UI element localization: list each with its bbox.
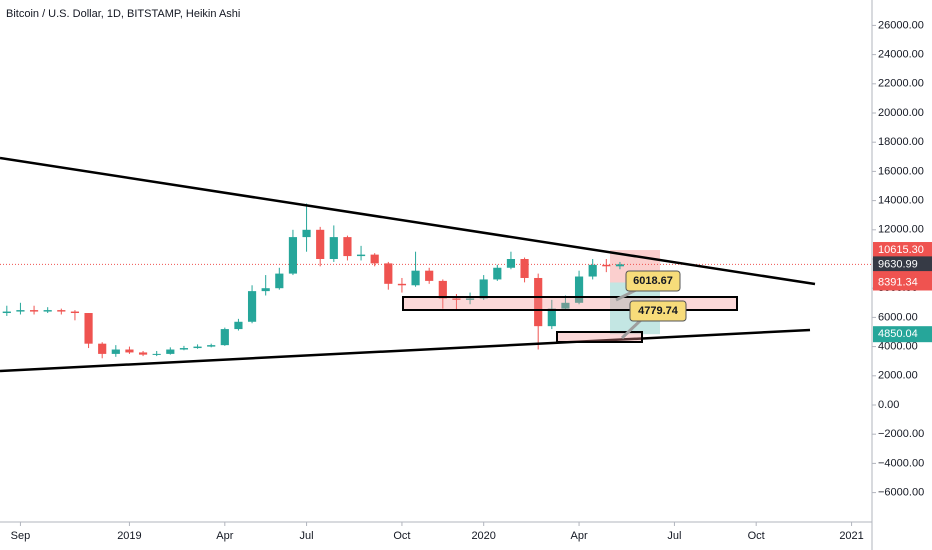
candle-body (207, 345, 216, 347)
candle-body (452, 298, 461, 300)
x-tick-label: 2019 (117, 530, 141, 542)
candle-body (574, 276, 584, 303)
candle-body (343, 237, 352, 257)
y-tick-label: 16000.00 (878, 165, 924, 177)
candle-body (98, 343, 107, 354)
trendline (0, 328, 811, 373)
candle-body (138, 352, 148, 355)
price-marker (873, 256, 932, 273)
callout-box (625, 270, 681, 292)
y-tick-label: 22000.00 (878, 78, 924, 90)
x-tick-label: Apr (571, 530, 588, 542)
candle-body (534, 277, 543, 327)
candle-body (615, 264, 625, 267)
candle-body (111, 349, 120, 354)
candle-body (166, 349, 175, 354)
candle-body (43, 310, 52, 312)
y-tick-label: 18000.00 (878, 136, 924, 148)
candle-body (465, 298, 475, 300)
candle-body (70, 311, 80, 314)
candle-body (438, 280, 447, 299)
candle-body (602, 264, 611, 267)
candle-body (588, 264, 597, 277)
axes: −6000.00 −4000.00 −2000.00 0.00 2000.00 4000.… (11, 19, 932, 542)
candle-body (247, 291, 257, 322)
price-marker-label: 8391.34 (878, 276, 918, 288)
y-tick-label: −2000.00 (878, 428, 924, 440)
candle-body (152, 353, 161, 355)
candle-body (384, 263, 393, 284)
price-marker (873, 274, 932, 291)
y-tick-label: 6000.00 (878, 311, 918, 323)
candle-body (356, 254, 366, 257)
y-tick-label: 0.00 (878, 399, 899, 411)
candle-body (125, 349, 134, 353)
x-tick-label: 2021 (839, 530, 863, 542)
x-tick-label: 2020 (471, 530, 495, 542)
candle-body (506, 258, 516, 268)
x-tick-label: Jul (667, 530, 681, 542)
candle-body (493, 267, 502, 280)
candle-body (411, 270, 420, 286)
x-tick-label: Oct (393, 530, 410, 542)
candle-body (179, 348, 189, 350)
x-tick-label: Oct (748, 530, 765, 542)
candle-body (261, 288, 270, 292)
zone-rect (556, 331, 643, 343)
price-marker-label: 9630.99 (878, 258, 918, 270)
y-tick-label: 26000.00 (878, 19, 924, 31)
y-tick-label: 2000.00 (878, 370, 918, 382)
candle-body (520, 258, 529, 278)
candle-body (425, 270, 434, 281)
candle-body (57, 310, 66, 312)
candle-body (275, 273, 284, 289)
candle-body (547, 308, 556, 327)
x-tick-label: Jul (300, 530, 314, 542)
y-tick-label: 14000.00 (878, 195, 924, 207)
price-marker-label: 10615.30 (878, 244, 924, 256)
candle-body (397, 283, 407, 286)
candle-body (316, 229, 325, 259)
chart-title: Bitcoin / U.S. Dollar, 1D, BITSTAMP, Hei… (6, 8, 240, 20)
callout-text: 6018.67 (633, 275, 673, 287)
candle-body (302, 229, 311, 238)
y-tick-label: 12000.00 (878, 224, 924, 236)
candle-body (193, 346, 202, 349)
candle-body (370, 254, 379, 264)
y-tick-label: −6000.00 (878, 487, 924, 499)
candle-body (2, 311, 11, 314)
candle-body (288, 237, 298, 274)
y-tick-label: 24000.00 (878, 49, 924, 61)
trendline (0, 156, 816, 286)
candle-body (479, 279, 488, 299)
callout-text: 4779.74 (638, 305, 679, 317)
candle-body (220, 329, 229, 346)
price-marker-label: 4850.04 (878, 328, 918, 340)
y-tick-label: −4000.00 (878, 457, 924, 469)
callout-box (629, 300, 687, 322)
candle-body (329, 237, 338, 259)
x-tick-label: Sep (11, 530, 31, 542)
y-tick-label: 20000.00 (878, 107, 924, 119)
candle-body (16, 310, 25, 312)
candle-body (561, 302, 570, 309)
candle-body (84, 313, 93, 344)
x-tick-label: Apr (216, 530, 233, 542)
price-marker (873, 242, 932, 259)
zone-rect (402, 296, 738, 311)
y-tick-label: 4000.00 (878, 341, 918, 353)
candle-body (29, 310, 39, 312)
price-marker (873, 326, 932, 343)
candle-body (234, 321, 243, 330)
